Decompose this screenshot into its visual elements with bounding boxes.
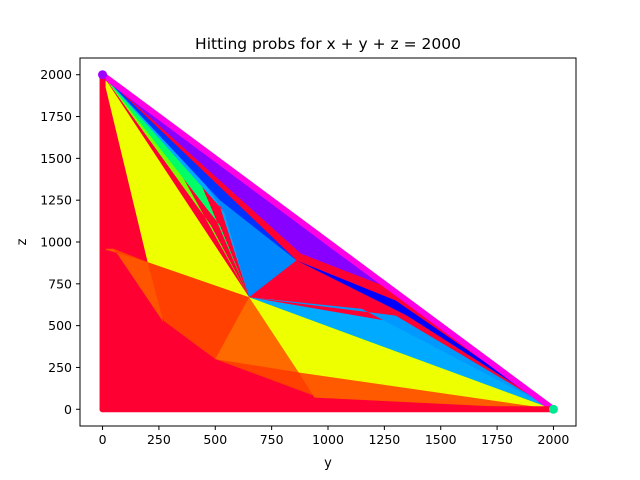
color-band-5 <box>102 74 554 410</box>
x-axis: 0 250 500 750 1000 1250 1500 1750 2000 <box>99 426 570 447</box>
y-tick-label: 1500 <box>40 151 72 166</box>
corner-marker-0 <box>548 404 558 414</box>
y-axis: 0 250 500 750 1000 1250 1500 1750 2000 <box>40 67 80 417</box>
y-tick-label: 500 <box>48 318 72 333</box>
y-tick-label: 750 <box>48 276 72 291</box>
x-tick-label: 1750 <box>481 432 513 447</box>
x-axis-label: y <box>324 456 332 471</box>
corner-marker-1 <box>98 70 108 80</box>
y-tick-label: 1250 <box>40 193 72 208</box>
x-tick-label: 500 <box>203 432 227 447</box>
y-tick-label: 0 <box>64 402 72 417</box>
y-axis-label: z <box>15 238 30 245</box>
y-tick-label: 1750 <box>40 109 72 124</box>
plot-area <box>98 70 558 414</box>
color-band-2 <box>163 297 299 373</box>
x-tick-label: 1000 <box>312 432 344 447</box>
color-band-0 <box>102 74 554 410</box>
color-band-1 <box>102 248 164 323</box>
x-tick-label: 0 <box>99 432 107 447</box>
x-tick-label: 1500 <box>425 432 457 447</box>
y-tick-label: 2000 <box>40 67 72 82</box>
x-tick-label: 1250 <box>368 432 400 447</box>
color-band-10 <box>192 166 297 298</box>
y-tick-label: 1000 <box>40 235 72 250</box>
x-tick-label: 750 <box>260 432 284 447</box>
hypotenuse-edge <box>99 71 557 413</box>
y-tick-label: 250 <box>48 360 72 375</box>
x-tick-label: 2000 <box>538 432 570 447</box>
x-tick-label: 250 <box>147 432 171 447</box>
chart-title: Hitting probs for x + y + z = 2000 <box>195 35 461 53</box>
